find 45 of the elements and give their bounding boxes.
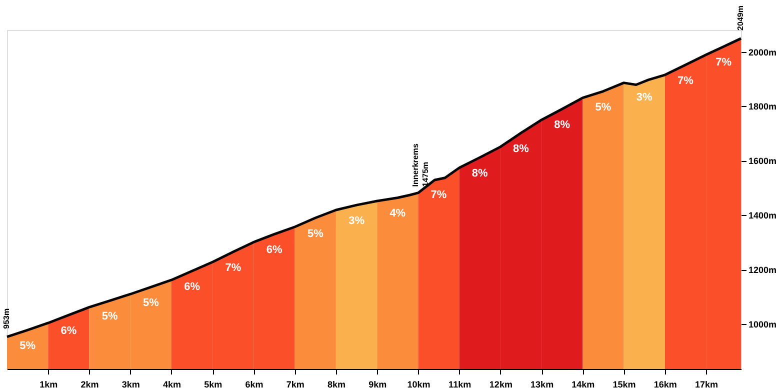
x-tick-label: 14km: [572, 380, 595, 390]
x-tick-label: 15km: [612, 380, 636, 390]
x-tick-label: 11km: [448, 380, 472, 390]
annotation: 4%: [390, 208, 406, 220]
annotation: 3%: [348, 215, 365, 228]
annotation: 6%: [184, 280, 200, 293]
line-series: [6, 37, 742, 338]
annotation: 7%: [716, 56, 732, 69]
x-tick-label: 17km: [695, 380, 718, 390]
x-tick-label: 1km: [40, 380, 58, 390]
x-tick-label: 4km: [162, 380, 181, 390]
x-tick-label: 9km: [368, 380, 387, 390]
x-tick-label: 7km: [286, 380, 304, 390]
x-tick-label: 6km: [245, 380, 264, 390]
annotation: 6%: [60, 325, 77, 338]
annotation: 8%: [472, 167, 488, 180]
annotation: 6%: [266, 244, 282, 256]
annotation: 7%: [430, 189, 447, 202]
annotation: 7%: [225, 262, 242, 274]
annotation: 5%: [102, 310, 118, 323]
annotation: 953m: [2, 308, 11, 329]
annotation: 3%: [636, 91, 653, 104]
x-tick-label: 13km: [530, 380, 554, 390]
annotation: 8%: [554, 118, 570, 131]
annotation: Innerkrems 1475m: [411, 143, 430, 187]
y-tick-label: 1600m: [748, 156, 777, 166]
annotation: 5%: [20, 340, 36, 352]
annotation: 8%: [513, 142, 530, 155]
x-tick-label: 3km: [122, 380, 140, 390]
annotation: 2049m: [736, 6, 745, 30]
annotation: 7%: [678, 74, 694, 87]
x-tick-label: 2km: [80, 380, 99, 390]
y-tick-label: 1400m: [748, 210, 777, 221]
annotation: 5%: [595, 101, 612, 114]
x-tick-label: 16km: [654, 380, 677, 390]
x-tick-label: 8km: [327, 380, 346, 390]
y-tick-label: 1800m: [748, 102, 777, 112]
y-tick-label: 2000m: [748, 47, 777, 58]
x-tick-label: 10km: [407, 380, 430, 390]
y-tick-label: 1000m: [748, 320, 777, 330]
x-tick-label: 12km: [489, 380, 512, 390]
annotation: 5%: [142, 297, 160, 310]
x-tick-label: 5km: [204, 380, 222, 390]
y-tick-label: 1200m: [748, 265, 777, 276]
annotation: 5%: [307, 228, 324, 240]
